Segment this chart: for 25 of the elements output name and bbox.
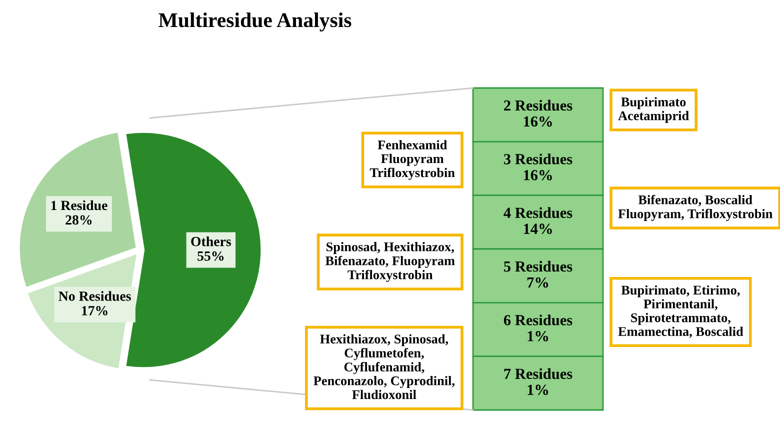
text: Bupirimato, Etirimo, Pirimentanil, Spirotetrammato, Emamectina, Boscalid bbox=[618, 285, 744, 338]
data-label: 17% bbox=[82, 306, 108, 316]
text: Hexithiazox, Spinosad, Cyflumetofen, Cyflufenamid, Penconazolo, Cyprodinil, Fludioxonil bbox=[314, 334, 454, 400]
text: Spinosad, Hexithiazox, Bifenazato, Fluopyram Trifloxystrobin bbox=[325, 242, 455, 282]
data-label: 1% bbox=[528, 331, 548, 342]
data-label: 7% bbox=[527, 277, 548, 288]
category-label: 6 Residues bbox=[504, 314, 572, 326]
text: Fenhexamid Fluopyram Trifloxystrobin bbox=[370, 140, 455, 180]
category-label: 7 Residues bbox=[504, 368, 572, 380]
chart-title: Multiresidue Analysis bbox=[158, 12, 352, 32]
category-label: 4 Residues bbox=[504, 207, 572, 218]
slice-label: 1 Residue bbox=[51, 200, 108, 210]
data-label: 55% bbox=[198, 251, 224, 261]
data-label: 14% bbox=[524, 224, 552, 234]
data-label: 16% bbox=[524, 116, 552, 127]
text: Bupirimato Acetamiprid bbox=[618, 97, 689, 123]
category-label: 5 Residues bbox=[504, 260, 572, 272]
category-label: 2 Residues bbox=[504, 100, 572, 111]
slice-label: Others bbox=[191, 236, 232, 246]
data-label: 16% bbox=[524, 170, 552, 180]
data-label: 1% bbox=[528, 384, 548, 396]
category-label: 3 Residues bbox=[504, 154, 572, 164]
text: Bifenazato, Boscalid Fluopyram, Trifloxystrobin bbox=[618, 194, 773, 221]
data-label: 28% bbox=[66, 215, 92, 225]
slice-label: No Residues bbox=[58, 291, 131, 301]
